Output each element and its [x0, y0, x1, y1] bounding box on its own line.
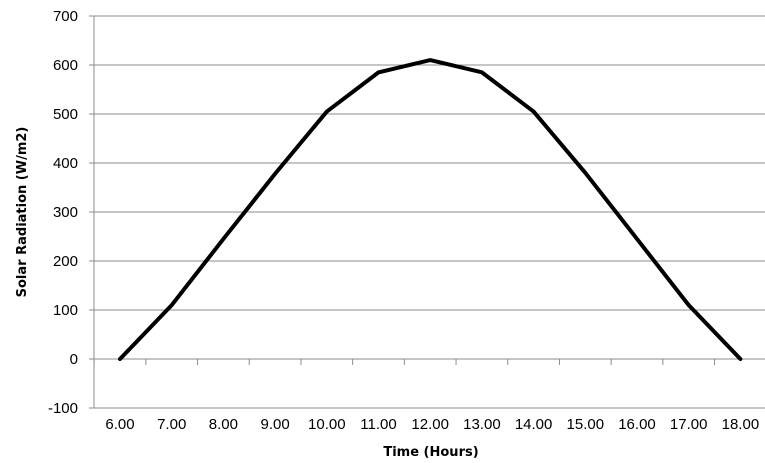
- y-tick-label: 700: [53, 8, 78, 25]
- data-point: [428, 58, 432, 62]
- axes: [89, 15, 765, 409]
- data-point: [532, 110, 536, 114]
- x-tick-label: 17.00: [670, 416, 708, 433]
- data-point: [170, 303, 174, 307]
- x-tick-labels: 6.00 7.00 8.00 9.00 10.00 11.00 12.00 13.00 14.0…: [105, 416, 759, 433]
- x-tick-label: 9.00: [260, 416, 289, 433]
- x-tick-label: 14.00: [515, 416, 553, 433]
- data-point: [118, 357, 122, 361]
- x-tick-label: 10.00: [308, 416, 346, 433]
- y-tick-label: 600: [53, 57, 78, 74]
- series-line: [118, 58, 743, 361]
- data-point: [738, 357, 742, 361]
- data-point: [687, 303, 691, 307]
- x-tick-label: 18.00: [722, 416, 760, 433]
- x-tick-label: 11.00: [360, 416, 396, 433]
- x-tick-label: 12.00: [411, 416, 449, 433]
- x-tick-label: 8.00: [209, 416, 238, 433]
- data-point: [635, 237, 639, 241]
- x-tick-label: 7.00: [157, 416, 186, 433]
- y-tick-labels: -100 0 100 200 300 400 500 600 700: [48, 8, 78, 417]
- data-point: [221, 237, 225, 241]
- y-tick-label: 200: [53, 253, 78, 270]
- y-tick-label: 0: [70, 351, 78, 368]
- y-axis-title: Solar Radiation (W/m2): [15, 127, 30, 298]
- y-tick-label: 400: [53, 155, 78, 172]
- gridlines: [94, 15, 765, 409]
- y-tick-label: -100: [48, 400, 78, 417]
- data-point: [377, 70, 380, 74]
- y-tick-label: 300: [53, 204, 78, 221]
- x-tick-label: 16.00: [618, 416, 656, 433]
- y-tick-label: 500: [53, 106, 78, 123]
- data-point: [325, 110, 329, 114]
- data-point: [480, 70, 484, 74]
- x-tick-label: 15.00: [567, 416, 605, 433]
- x-tick-label: 13.00: [463, 416, 501, 433]
- data-point: [273, 172, 277, 176]
- x-tick-label: 6.00: [105, 416, 134, 433]
- series-layer: [118, 58, 743, 361]
- y-tick-label: 100: [53, 302, 78, 319]
- data-point: [583, 171, 587, 175]
- x-axis-title: Time (Hours): [383, 445, 478, 460]
